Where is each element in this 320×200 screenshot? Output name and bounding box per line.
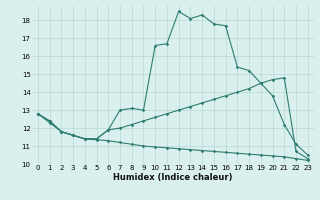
X-axis label: Humidex (Indice chaleur): Humidex (Indice chaleur) [113,173,233,182]
